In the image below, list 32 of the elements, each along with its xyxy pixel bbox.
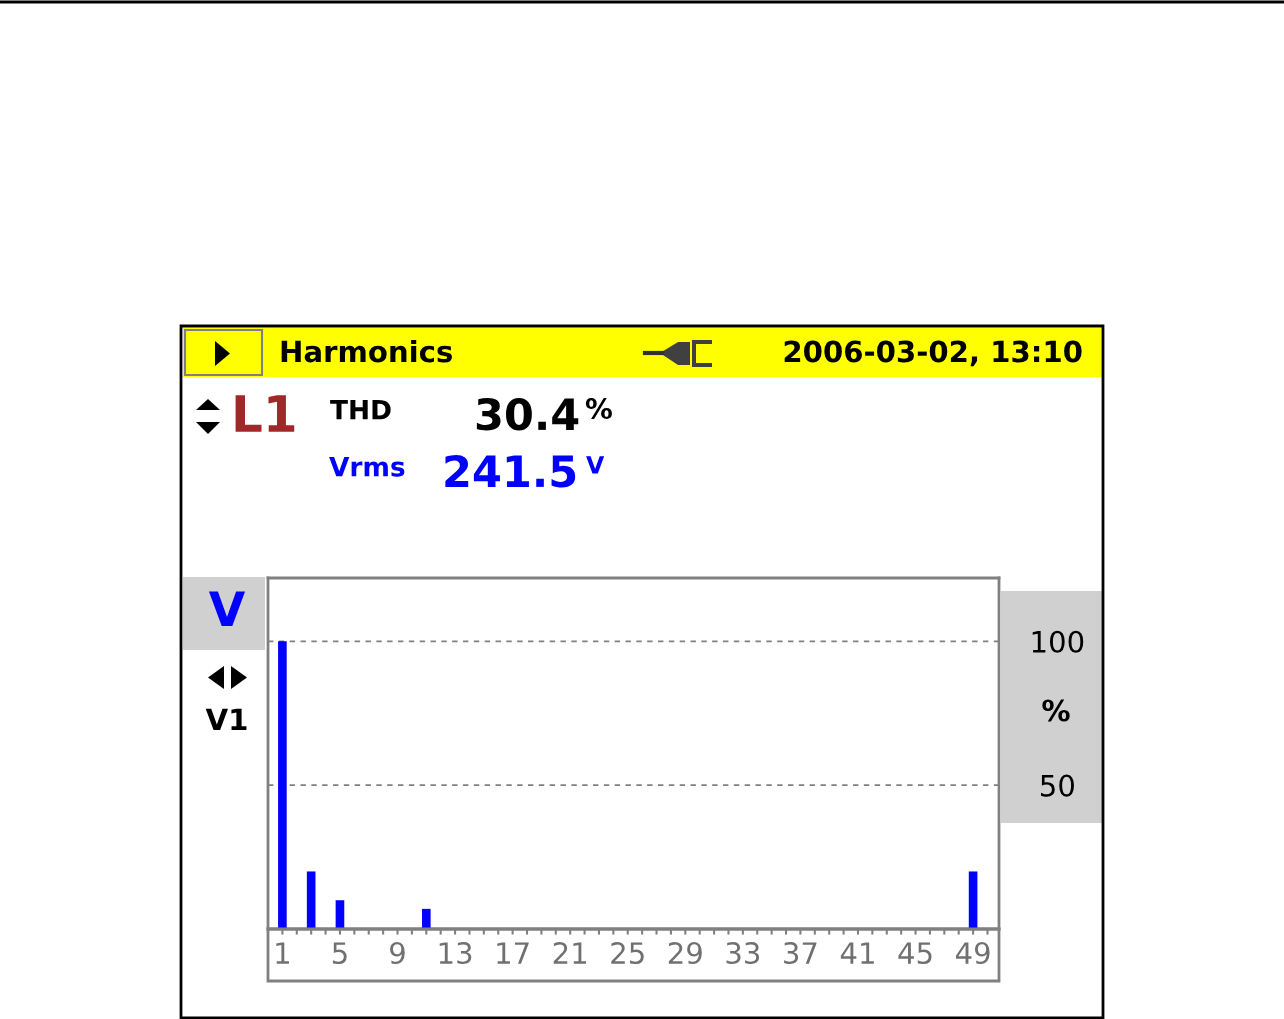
x-tick-label: 45 xyxy=(898,942,932,965)
x-tick-label: 41 xyxy=(840,942,874,964)
bar xyxy=(278,641,287,929)
x-tick-label: 25 xyxy=(611,942,644,965)
bar xyxy=(306,871,316,929)
text: L1 xyxy=(235,395,295,432)
text: % xyxy=(585,398,612,420)
y-tick-label: 50 xyxy=(1041,774,1074,797)
x-tick-label: 33 xyxy=(726,942,760,965)
bar xyxy=(968,871,978,929)
chart-title: Harmonics xyxy=(281,339,452,363)
text: Vrms xyxy=(329,457,405,477)
bar xyxy=(421,908,431,929)
x-tick-label: 21 xyxy=(553,942,587,964)
bar xyxy=(335,900,345,929)
x-tick-label: 49 xyxy=(955,942,990,965)
x-tick-label: 1 xyxy=(276,942,289,964)
y-axis-title: % xyxy=(1042,699,1070,722)
x-tick-label: 5 xyxy=(332,942,347,965)
text: 30.4 xyxy=(476,397,579,431)
x-tick-label: 29 xyxy=(668,942,702,965)
x-tick-label: 9 xyxy=(390,942,405,965)
text: 241.5 xyxy=(445,454,576,488)
text: V xyxy=(586,456,605,474)
text: 2006-03-02, 13:10 xyxy=(784,340,1082,367)
text: V xyxy=(208,591,246,627)
x-tick-label: 13 xyxy=(439,942,472,965)
text: THD xyxy=(330,400,391,420)
x-tick-label: 37 xyxy=(784,942,817,965)
text: V1 xyxy=(205,708,247,731)
x-tick-label: 17 xyxy=(497,942,529,964)
y-tick-label: 100 xyxy=(1032,630,1084,653)
